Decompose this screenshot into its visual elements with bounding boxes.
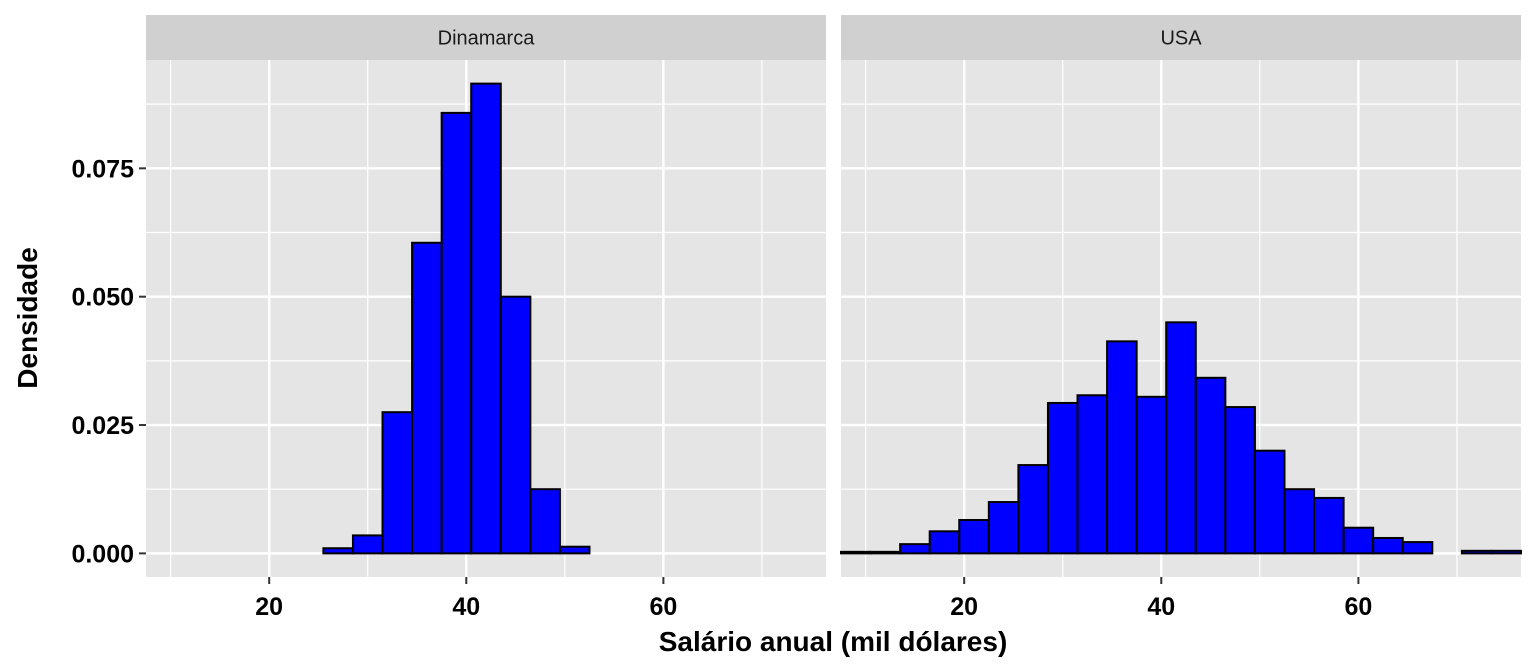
y-axis: 0.000 0.025 0.050 0.075 xyxy=(71,155,146,568)
facet-strip xyxy=(146,15,826,60)
histogram-bar xyxy=(1313,496,1345,555)
histogram-bar xyxy=(840,550,872,555)
x-tick-label: 20 xyxy=(950,593,978,621)
histogram-bar xyxy=(1017,464,1049,555)
histogram-bar xyxy=(1224,406,1256,555)
histogram-bar xyxy=(470,82,502,555)
histogram-bar xyxy=(1490,549,1523,555)
histogram-bar xyxy=(440,111,473,555)
y-axis-title: Densidade xyxy=(12,247,43,389)
facet-strip xyxy=(841,15,1521,60)
x-tick-label: 20 xyxy=(255,593,283,621)
histogram-bar xyxy=(1046,401,1079,555)
histogram-bar xyxy=(411,241,443,555)
histogram-bar xyxy=(928,530,961,555)
x-axis-1: 20 40 60 xyxy=(255,577,677,621)
x-tick-label: 60 xyxy=(1344,593,1372,621)
histogram-bar xyxy=(529,488,561,555)
bars-group xyxy=(840,321,1523,555)
histogram-bar xyxy=(1194,376,1227,555)
histogram-bar xyxy=(1106,340,1138,555)
histogram-bar xyxy=(558,545,591,555)
histogram-bar xyxy=(1372,536,1404,555)
bars-group xyxy=(322,82,591,555)
x-tick-label: 60 xyxy=(649,593,677,621)
histogram-bar xyxy=(1460,549,1493,555)
histogram-bar xyxy=(869,550,902,555)
histogram-bar xyxy=(1165,321,1197,555)
histogram-bar xyxy=(958,519,990,555)
histogram-bar xyxy=(1401,541,1434,555)
panels-layer: Dinamarca USA xyxy=(146,15,1523,577)
x-axis-title: Salário anual (mil dólares) xyxy=(659,626,1008,657)
y-tick-label: 0.075 xyxy=(71,155,134,183)
y-tick-label: 0.000 xyxy=(71,540,134,568)
histogram-bar xyxy=(1283,488,1316,555)
facet-strip-label: USA xyxy=(1160,28,1202,50)
histogram-bar xyxy=(1076,394,1109,555)
histogram-bar xyxy=(322,547,354,555)
facet-strip-label: Dinamarca xyxy=(438,28,536,50)
y-tick-label: 0.050 xyxy=(71,284,134,312)
facet-panel-1: Dinamarca xyxy=(146,15,826,577)
histogram-bar xyxy=(899,543,931,555)
histogram-bar xyxy=(987,501,1020,555)
x-axes: 20 40 60 20 40 60 xyxy=(255,577,1372,621)
x-tick-label: 40 xyxy=(452,593,480,621)
y-tick-label: 0.025 xyxy=(71,412,134,440)
histogram-bar xyxy=(1342,526,1375,555)
histogram-bar xyxy=(381,411,414,555)
histogram-bar xyxy=(1135,395,1168,555)
histogram-bar xyxy=(499,295,532,555)
histogram-bar xyxy=(351,534,384,555)
facet-panel-2: USA xyxy=(840,15,1523,577)
histogram-bar xyxy=(1253,449,1286,555)
x-axis-2: 20 40 60 xyxy=(950,577,1372,621)
x-tick-label: 40 xyxy=(1147,593,1175,621)
